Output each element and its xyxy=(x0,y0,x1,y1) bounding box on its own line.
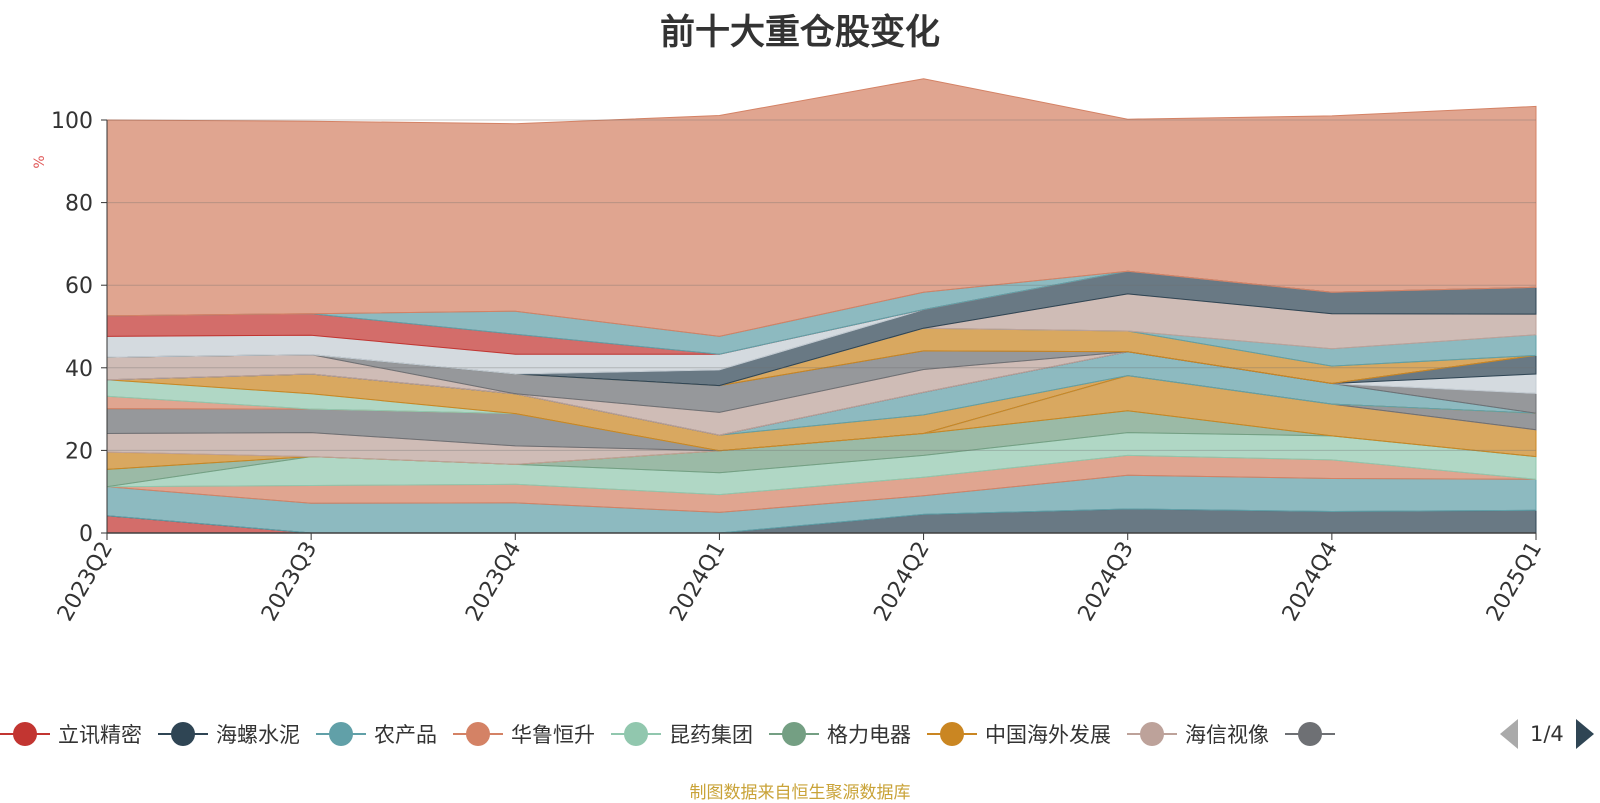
legend-label: 海信视像 xyxy=(1185,723,1269,747)
legend-item-7[interactable]: 海信视像 xyxy=(1127,719,1269,749)
x-tick-label-0: 2023Q2 xyxy=(53,538,118,626)
legend-prev-icon[interactable] xyxy=(1500,719,1518,749)
legend-swatch-icon xyxy=(158,722,208,746)
y-tick-label-4: 80 xyxy=(65,192,93,217)
source-note: 制图数据来自恒生聚源数据库 xyxy=(689,783,911,803)
legend-item-3[interactable]: 华鲁恒升 xyxy=(453,719,595,749)
legend-pager: 1/4 xyxy=(1500,716,1594,752)
legend-swatch-icon xyxy=(453,722,503,746)
x-tick-label-3: 2024Q1 xyxy=(665,538,730,626)
legend-swatch-icon xyxy=(1127,722,1177,746)
legend-swatch-icon xyxy=(769,722,819,746)
area-layer xyxy=(106,78,1537,534)
legend: 立讯精密 海螺水泥 农产品 华鲁恒升 昆药集团 格力电器 中国海外发展 海信视像 xyxy=(0,716,1600,752)
legend-swatch-icon xyxy=(316,722,366,746)
x-tick-label-6: 2024Q4 xyxy=(1278,538,1343,626)
legend-item-0[interactable]: 立讯精密 xyxy=(0,719,142,749)
x-tick-label-5: 2024Q3 xyxy=(1074,538,1139,626)
area-series-25[interactable] xyxy=(106,78,1537,337)
y-tick-label-5: 100 xyxy=(51,109,93,134)
legend-item-2[interactable]: 农产品 xyxy=(316,719,437,749)
grid-layer xyxy=(107,119,1536,534)
y-axis-label: % xyxy=(32,155,48,168)
legend-item-4[interactable]: 昆药集团 xyxy=(611,719,753,749)
y-tick-label-0: 0 xyxy=(79,522,93,547)
legend-item-6[interactable]: 中国海外发展 xyxy=(927,719,1111,749)
legend-label: 华鲁恒升 xyxy=(511,723,595,747)
legend-swatch-icon xyxy=(0,722,50,746)
chart-title: 前十大重仓股变化 xyxy=(659,13,940,53)
y-tick-label-3: 60 xyxy=(65,274,93,299)
legend-item-1[interactable]: 海螺水泥 xyxy=(158,719,300,749)
y-tick-label-2: 40 xyxy=(65,357,93,382)
legend-label: 立讯精密 xyxy=(58,723,142,747)
legend-label: 中国海外发展 xyxy=(985,723,1111,747)
y-tick-label-1: 20 xyxy=(65,439,93,464)
legend-label: 农产品 xyxy=(374,723,437,747)
legend-next-icon[interactable] xyxy=(1575,719,1594,749)
legend-label: 海螺水泥 xyxy=(216,723,300,747)
x-tick-label-2: 2023Q4 xyxy=(461,538,526,626)
legend-swatch-icon xyxy=(611,722,661,746)
legend-swatch-icon xyxy=(927,722,977,746)
x-tick-label-7: 2025Q1 xyxy=(1482,538,1547,626)
x-tick-label-1: 2023Q3 xyxy=(257,538,322,626)
legend-item-5[interactable]: 格力电器 xyxy=(769,719,911,749)
x-tick-label-4: 2024Q2 xyxy=(869,538,934,626)
legend-item-8[interactable] xyxy=(1285,722,1343,746)
legend-page-indicator: 1/4 xyxy=(1530,722,1564,746)
chart-svg: 0 20 40 60 80 100 2023Q2 2023Q3 2023Q4 2024Q1 2024… xyxy=(32,78,1547,626)
legend-swatch-icon xyxy=(1285,722,1335,746)
legend-label: 昆药集团 xyxy=(669,723,753,747)
legend-label: 格力电器 xyxy=(827,723,911,747)
